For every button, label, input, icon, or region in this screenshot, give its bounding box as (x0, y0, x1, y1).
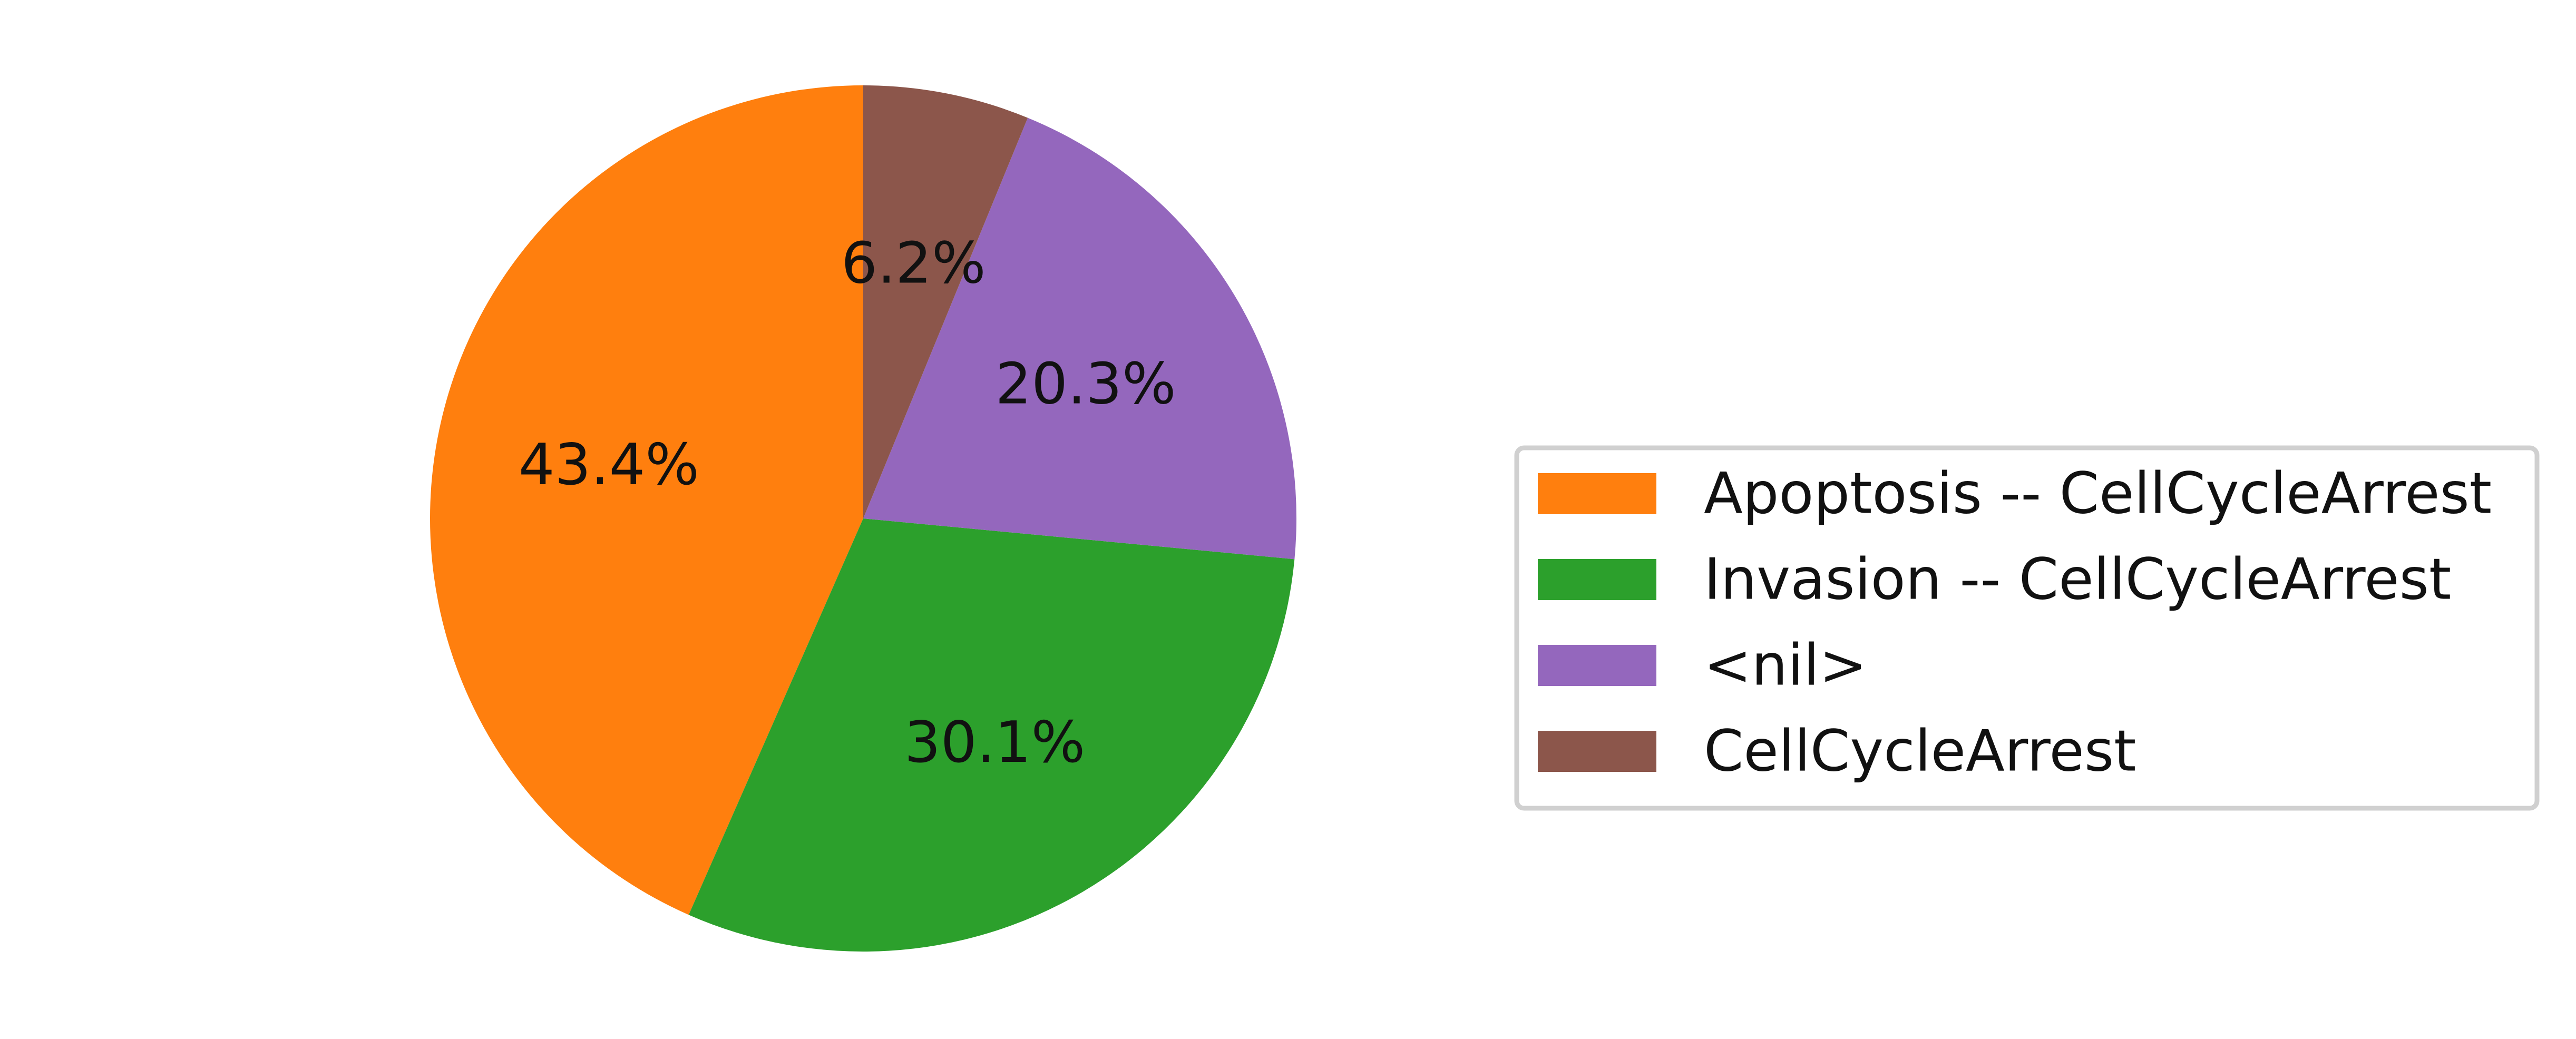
legend-frame (1514, 445, 2540, 811)
pie-slices (430, 85, 1297, 952)
legend-label: Invasion -- CellCycleArrest (1704, 547, 2451, 613)
pie-slice-apoptosis-cellcyclearrest (430, 85, 863, 915)
legend-label: <nil> (1704, 633, 1867, 699)
pie-percent-label: 20.3% (996, 351, 1176, 417)
pie-slice-nil (863, 117, 1297, 560)
pie-percent-label: 6.2% (841, 231, 985, 297)
pie-percent-labels: 43.4% 30.1% 20.3%6.2% (519, 231, 1176, 776)
pie-percent-label: 43.4% (519, 432, 699, 498)
legend-swatch-nil (1538, 645, 1656, 686)
legend-items: Apoptosis -- CellCycleArrest Invasion -- … (1538, 461, 2492, 785)
legend-swatch-invasion-cellcyclearrest (1538, 559, 1656, 600)
legend-label: Apoptosis -- CellCycleArrest (1704, 461, 2492, 527)
legend-swatch-apoptosis-cellcyclearrest (1538, 473, 1656, 514)
legend: Apoptosis -- CellCycleArrest Invasion -- … (1514, 445, 2540, 811)
pie-slice-invasion-cellcyclearrest (688, 518, 1295, 952)
pie-percent-label: 30.1% (904, 710, 1085, 776)
pie-slice-cellcyclearrest (863, 85, 1028, 518)
legend-label: CellCycleArrest (1704, 719, 2136, 785)
legend-swatch-cellcyclearrest (1538, 731, 1656, 772)
